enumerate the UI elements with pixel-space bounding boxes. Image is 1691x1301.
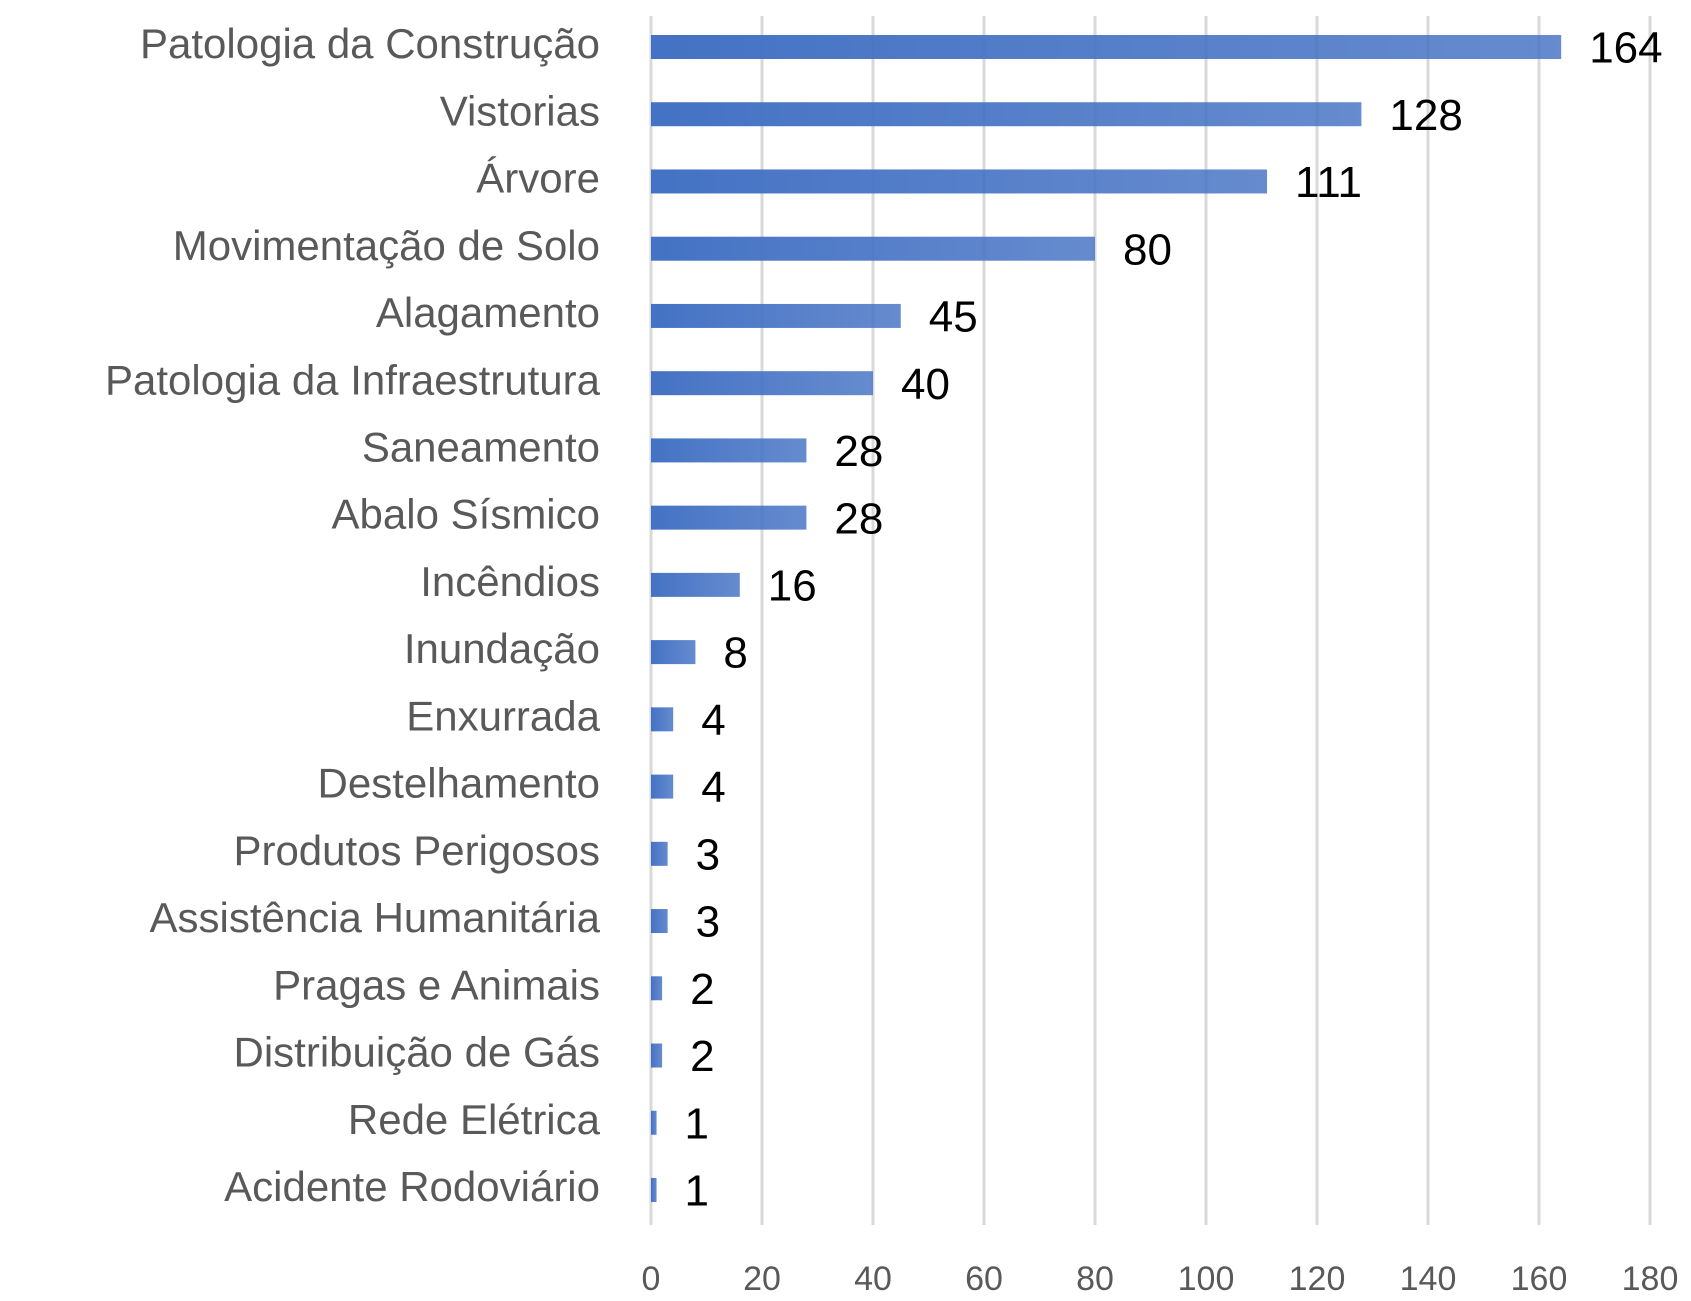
x-tick-label: 100 bbox=[1178, 1260, 1235, 1298]
category-label: Distribuição de Gás bbox=[234, 1029, 601, 1076]
bar bbox=[651, 707, 674, 732]
value-label: 4 bbox=[701, 696, 725, 745]
category-label: Acidente Rodoviário bbox=[224, 1163, 600, 1210]
value-label: 28 bbox=[834, 427, 883, 476]
bar bbox=[651, 976, 663, 1001]
x-tick-label: 20 bbox=[743, 1260, 781, 1298]
x-tick-label: 60 bbox=[965, 1260, 1003, 1298]
x-tick-label: 160 bbox=[1511, 1260, 1568, 1298]
category-label: Destelhamento bbox=[318, 760, 601, 807]
category-label: Produtos Perigosos bbox=[233, 827, 600, 874]
value-label: 3 bbox=[696, 898, 720, 947]
bar bbox=[651, 572, 740, 597]
bar bbox=[651, 909, 668, 934]
category-label: Pragas e Animais bbox=[273, 961, 600, 1008]
bar bbox=[651, 102, 1362, 127]
category-label: Saneamento bbox=[362, 424, 600, 471]
value-label: 40 bbox=[901, 360, 950, 409]
category-label: Vistorias bbox=[440, 87, 600, 134]
x-tick-label: 80 bbox=[1076, 1260, 1114, 1298]
bar bbox=[651, 35, 1562, 59]
value-label: 45 bbox=[929, 293, 978, 342]
bar bbox=[651, 505, 807, 530]
category-label: Patologia da Construção bbox=[140, 20, 600, 67]
bar bbox=[651, 1043, 663, 1068]
value-label: 164 bbox=[1589, 24, 1662, 73]
value-label: 16 bbox=[768, 562, 817, 611]
bar bbox=[651, 371, 873, 396]
category-label: Movimentação de Solo bbox=[173, 222, 600, 269]
category-label: Rede Elétrica bbox=[348, 1096, 601, 1143]
value-label: 1 bbox=[685, 1167, 709, 1216]
category-label: Assistência Humanitária bbox=[149, 894, 600, 941]
bar bbox=[651, 841, 668, 866]
category-label: Árvore bbox=[476, 155, 600, 202]
category-label: Inundação bbox=[404, 625, 600, 672]
value-label: 3 bbox=[696, 830, 720, 879]
value-label: 8 bbox=[723, 629, 747, 678]
category-label: Patologia da Infraestrutura bbox=[105, 356, 601, 403]
category-label: Abalo Sísmico bbox=[332, 491, 600, 538]
bar bbox=[651, 640, 696, 665]
bar bbox=[651, 774, 674, 799]
bar bbox=[651, 438, 807, 463]
value-label: 111 bbox=[1295, 158, 1362, 207]
bar bbox=[651, 236, 1095, 261]
bar bbox=[651, 1178, 657, 1202]
category-label: Incêndios bbox=[420, 558, 600, 605]
bar bbox=[651, 303, 901, 328]
value-label: 2 bbox=[690, 1032, 714, 1081]
x-tick-label: 120 bbox=[1289, 1260, 1346, 1298]
bar bbox=[651, 169, 1268, 194]
value-label: 128 bbox=[1389, 91, 1462, 140]
value-label: 1 bbox=[685, 1099, 709, 1148]
x-tick-label: 40 bbox=[854, 1260, 892, 1298]
value-label: 4 bbox=[701, 763, 725, 812]
category-label: Alagamento bbox=[376, 289, 600, 336]
x-tick-label: 140 bbox=[1400, 1260, 1457, 1298]
value-label: 80 bbox=[1123, 225, 1172, 274]
x-tick-label: 0 bbox=[642, 1260, 661, 1298]
value-label: 28 bbox=[834, 494, 883, 543]
value-label: 2 bbox=[690, 965, 714, 1014]
bar bbox=[651, 1110, 657, 1135]
x-tick-label: 180 bbox=[1622, 1260, 1679, 1298]
category-label: Enxurrada bbox=[406, 692, 600, 739]
